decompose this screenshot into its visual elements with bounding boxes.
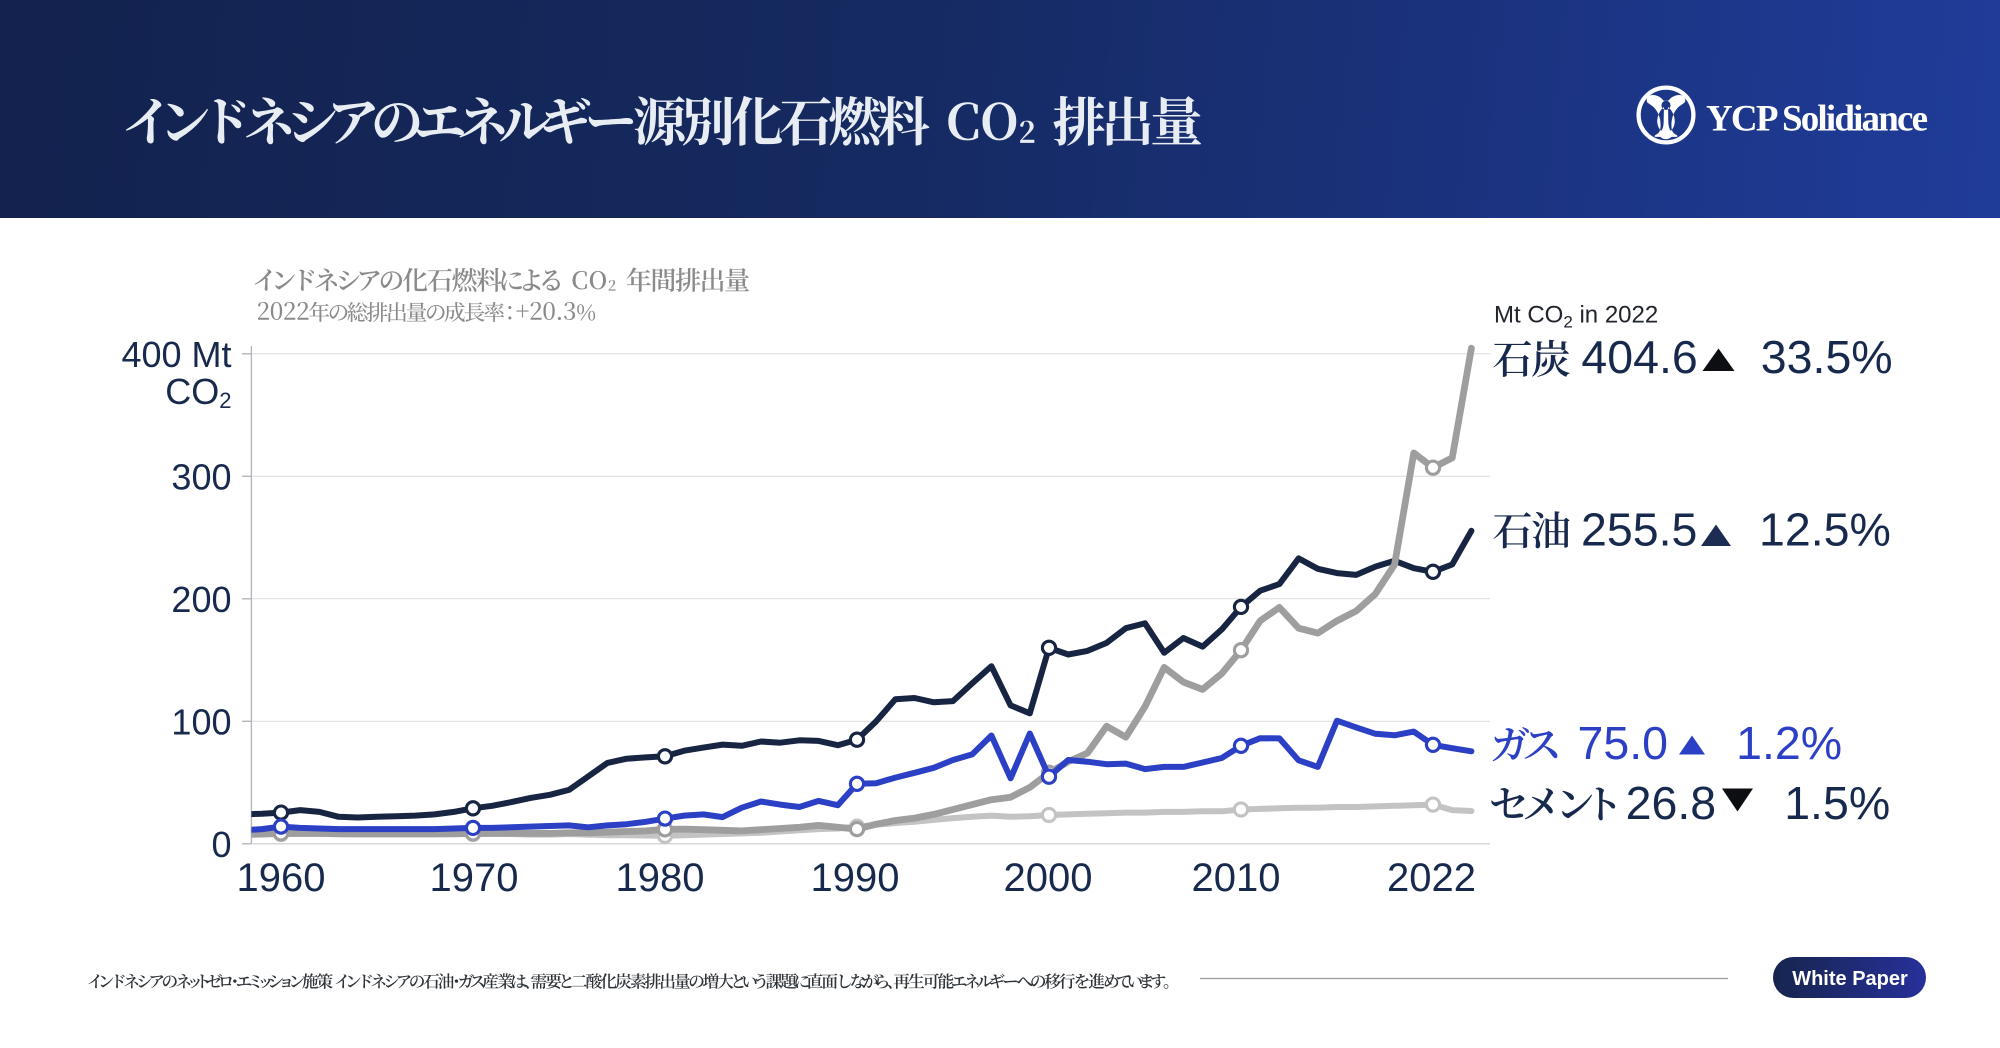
svg-text:300: 300 — [171, 456, 231, 497]
svg-text:2010: 2010 — [1192, 856, 1281, 900]
svg-text:400 Mt: 400 Mt — [121, 334, 231, 375]
svg-text:White Paper: White Paper — [1792, 968, 1908, 990]
svg-text:1990: 1990 — [811, 856, 900, 900]
svg-text:404.6: 404.6 — [1581, 331, 1697, 383]
svg-text:1.2%: 1.2% — [1736, 717, 1842, 769]
svg-text:26.8: 26.8 — [1626, 777, 1717, 829]
svg-text:255.5: 255.5 — [1581, 504, 1697, 556]
svg-text:33.5%: 33.5% — [1761, 331, 1893, 383]
svg-text:2022: 2022 — [1387, 856, 1476, 900]
svg-text:75.0: 75.0 — [1578, 717, 1669, 769]
svg-text:YCP Solidiance: YCP Solidiance — [1706, 99, 1928, 140]
svg-text:100: 100 — [171, 701, 231, 742]
svg-text:1980: 1980 — [616, 856, 705, 900]
svg-text:1.5%: 1.5% — [1784, 777, 1890, 829]
svg-text:1970: 1970 — [430, 856, 519, 900]
svg-text:Mt CO2 in 2022: Mt CO2 in 2022 — [1494, 302, 1658, 332]
svg-text:200: 200 — [171, 579, 231, 620]
svg-text:CO2: CO2 — [165, 371, 231, 413]
svg-text:2000: 2000 — [1004, 856, 1093, 900]
svg-text:1960: 1960 — [237, 856, 326, 900]
svg-text:12.5%: 12.5% — [1759, 504, 1891, 556]
svg-text:0: 0 — [211, 824, 231, 865]
